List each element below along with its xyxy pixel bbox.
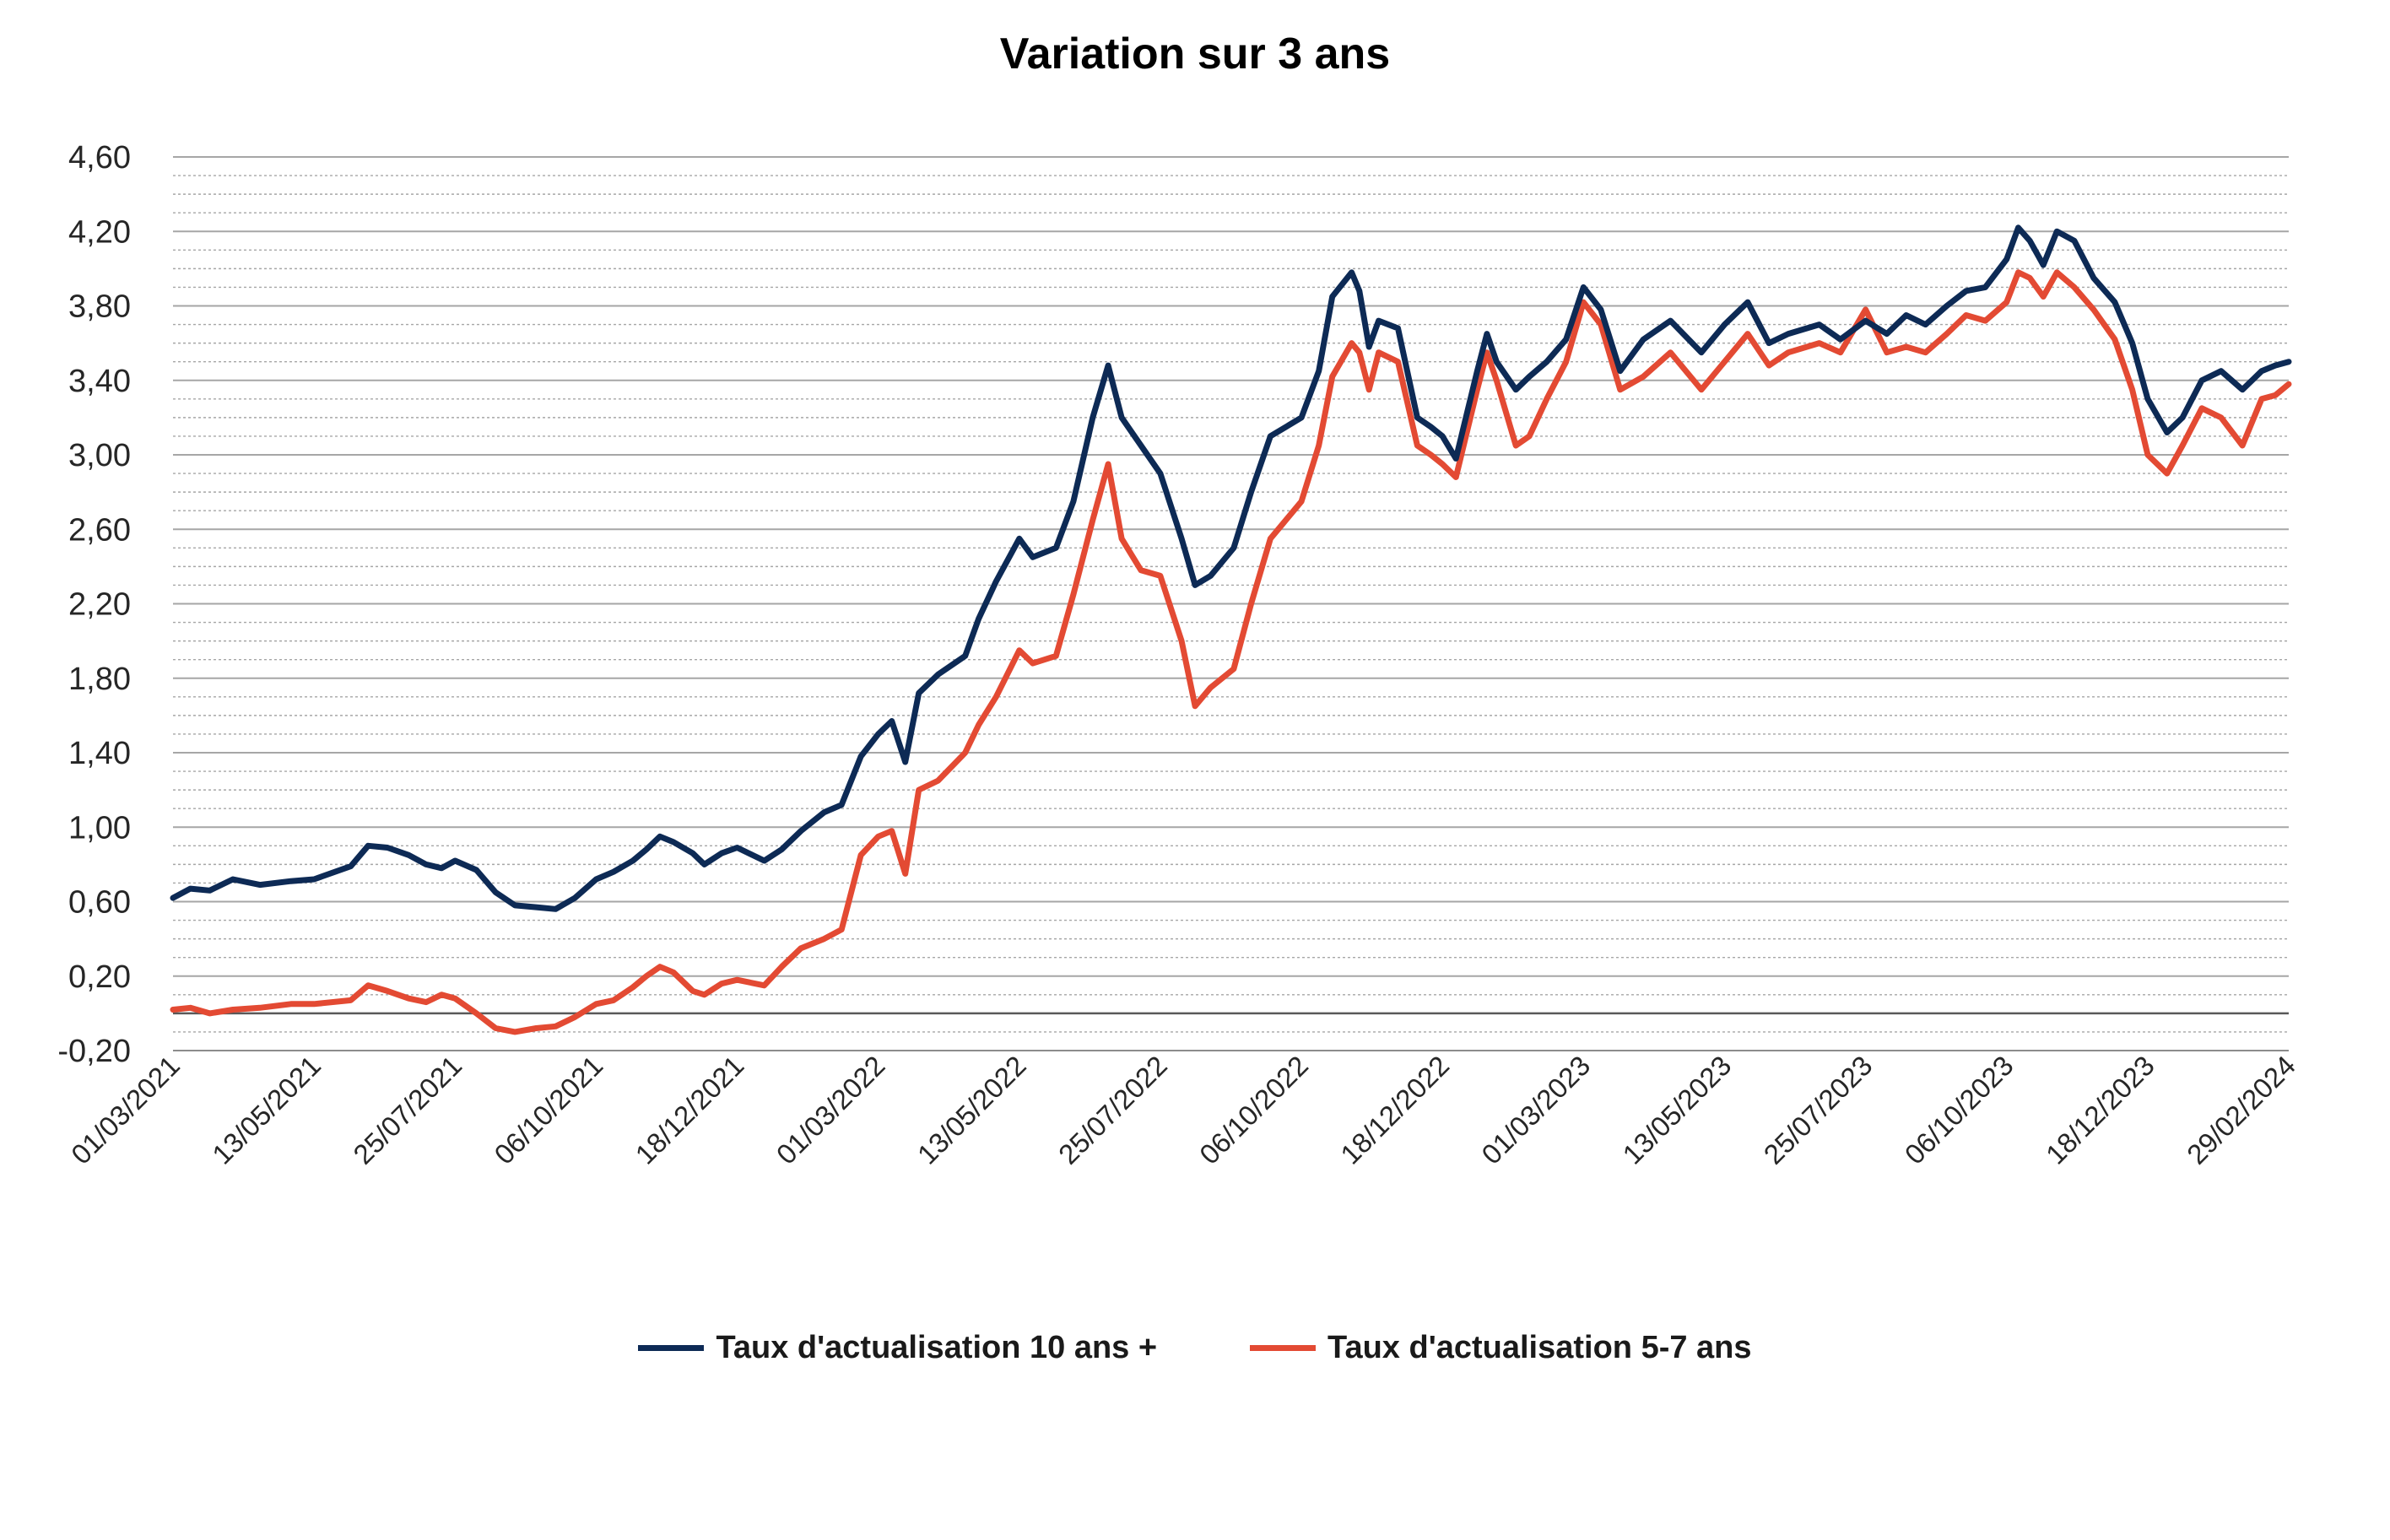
- y-axis-ticks: 4,60 4,20 3,80 3,40 3,00 2,60 2,20 1,80 1,40 1,00…: [57, 140, 131, 1069]
- y-tick-label: 1,00: [68, 810, 131, 846]
- x-tick-label: 06/10/2021: [488, 1050, 608, 1170]
- legend-item-5-7-ans: Taux d'actualisation 5-7 ans: [1250, 1330, 1752, 1366]
- y-tick-label: 0,60: [68, 885, 131, 921]
- y-tick-label: 2,60: [68, 512, 131, 548]
- x-axis-ticks: 01/03/2021 13/05/2021 25/07/2021 06/10/2021…: [65, 1050, 2301, 1170]
- x-tick-label: 29/02/2024: [2181, 1050, 2301, 1170]
- x-tick-label: 18/12/2022: [1334, 1050, 1455, 1170]
- x-tick-label: 13/05/2021: [206, 1050, 327, 1170]
- series-lines: [170, 224, 2292, 1035]
- x-tick-label: 13/05/2022: [911, 1050, 1032, 1170]
- y-tick-label: -0,20: [57, 1034, 131, 1069]
- x-tick-label: 18/12/2023: [2040, 1050, 2160, 1170]
- series-line-5-7-ans: [170, 269, 2292, 1035]
- x-tick-label: 06/10/2022: [1193, 1050, 1314, 1170]
- x-tick-label: 13/05/2023: [1616, 1050, 1737, 1170]
- y-tick-label: 3,80: [68, 289, 131, 325]
- x-tick-label: 25/07/2023: [1758, 1050, 1879, 1170]
- y-tick-label: 4,20: [68, 214, 131, 250]
- series-line-10-ans: [170, 224, 2292, 912]
- legend-swatch-10-ans: [638, 1345, 705, 1351]
- legend-label-10-ans: Taux d'actualisation 10 ans +: [716, 1330, 1158, 1365]
- x-tick-label: 06/10/2023: [1899, 1050, 2020, 1170]
- y-tick-label: 3,40: [68, 364, 131, 399]
- y-tick-label: 1,80: [68, 662, 131, 697]
- legend-label-5-7-ans: Taux d'actualisation 5-7 ans: [1327, 1330, 1752, 1365]
- x-tick-label: 25/07/2022: [1052, 1050, 1173, 1170]
- y-tick-label: 0,20: [68, 959, 131, 995]
- legend-swatch-5-7-ans: [1250, 1345, 1317, 1351]
- x-tick-label: 01/03/2022: [771, 1050, 891, 1170]
- y-tick-label: 3,00: [68, 438, 131, 473]
- y-tick-label: 2,20: [68, 587, 131, 623]
- legend-item-10-ans: Taux d'actualisation 10 ans +: [638, 1330, 1157, 1366]
- major-gridlines: [173, 156, 2289, 1051]
- x-tick-label: 01/03/2023: [1475, 1050, 1596, 1170]
- legend: Taux d'actualisation 10 ans + Taux d'act…: [0, 1330, 2390, 1366]
- x-tick-label: 18/12/2021: [630, 1050, 750, 1170]
- x-tick-label: 25/07/2021: [347, 1050, 468, 1170]
- y-tick-label: 1,40: [68, 736, 131, 771]
- chart-title: Variation sur 3 ans: [999, 30, 1391, 78]
- y-tick-label: 4,60: [68, 140, 131, 176]
